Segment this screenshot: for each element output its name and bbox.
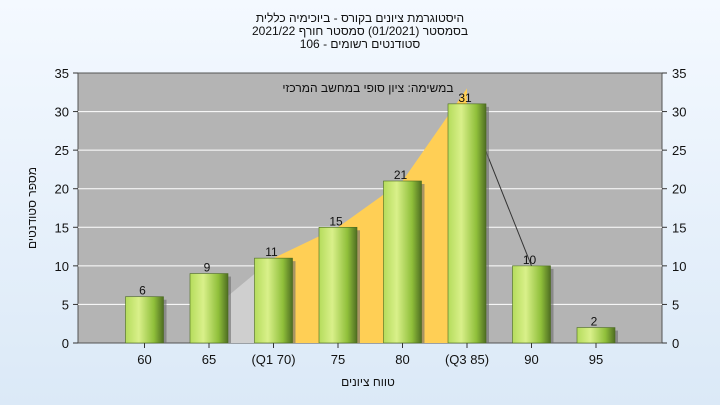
bar-value-label: 2 bbox=[591, 315, 598, 329]
data-labels: 6 9 11 15 21 31 10 2 bbox=[139, 91, 598, 329]
x-tick-label: 65 bbox=[202, 352, 216, 367]
axis-ticks: 0 0 5 5 10 10 15 15 20 20 25 25 30 30 35 35 60 65 (Q1 70) 7… bbox=[55, 66, 687, 367]
chart-annotation: במשימה: ציון סופי במחשב המרכזי bbox=[282, 81, 453, 95]
y-tick-label-right: 5 bbox=[672, 297, 679, 312]
x-tick-label: 95 bbox=[589, 352, 603, 367]
bar-value-label: 15 bbox=[329, 214, 343, 228]
bar-value-label: 31 bbox=[458, 91, 472, 105]
y-tick-label-left: 15 bbox=[55, 220, 69, 235]
y-tick-label-left: 5 bbox=[62, 297, 69, 312]
x-tick-label: 60 bbox=[137, 352, 151, 367]
y-tick-label-left: 0 bbox=[62, 336, 69, 351]
bar bbox=[125, 296, 164, 344]
bar-value-label: 9 bbox=[204, 261, 211, 275]
chart-title-line-3: סטודנטים רשומים - 106 bbox=[299, 37, 421, 51]
y-tick-label-left: 20 bbox=[55, 182, 69, 197]
y-tick-label-right: 20 bbox=[672, 182, 686, 197]
bar bbox=[512, 265, 551, 344]
bar-value-label: 10 bbox=[523, 253, 537, 267]
bar-value-label: 21 bbox=[394, 168, 408, 182]
bar-value-label: 6 bbox=[139, 284, 146, 298]
bar-value-label: 11 bbox=[265, 245, 278, 259]
y-tick-label-right: 15 bbox=[672, 220, 686, 235]
bar bbox=[254, 257, 293, 344]
chart-title-line-2: בסמסטר (01/2021) סמסטר חורף 2021/22 bbox=[251, 24, 469, 38]
y-tick-label-left: 25 bbox=[55, 143, 69, 158]
x-tick-label: (Q3 85) bbox=[445, 352, 489, 367]
y-tick-label-right: 25 bbox=[672, 143, 686, 158]
y-tick-label-right: 0 bbox=[672, 336, 679, 351]
y-axis-title: מספר סטודנטים bbox=[25, 167, 39, 249]
bar bbox=[383, 180, 422, 344]
y-tick-label-right: 35 bbox=[672, 66, 686, 81]
x-axis-title: טווח ציונים bbox=[341, 375, 395, 389]
y-tick-label-left: 35 bbox=[55, 66, 69, 81]
y-tick-label-right: 10 bbox=[672, 259, 686, 274]
x-tick-label: (Q1 70) bbox=[251, 352, 295, 367]
x-tick-label: 75 bbox=[331, 352, 345, 367]
x-tick-label: 90 bbox=[524, 352, 538, 367]
y-tick-label-left: 10 bbox=[55, 259, 69, 274]
bar bbox=[189, 273, 229, 344]
y-tick-label-left: 30 bbox=[55, 105, 69, 120]
y-tick-label-right: 30 bbox=[672, 105, 686, 120]
bar bbox=[447, 103, 487, 344]
bar bbox=[576, 327, 616, 344]
x-tick-label: 80 bbox=[395, 352, 409, 367]
bars bbox=[125, 103, 618, 344]
bar bbox=[318, 226, 358, 344]
chart-title-line-1: היסטוגרמת ציונים בקורס - ביוכימיה כללית bbox=[255, 11, 465, 25]
